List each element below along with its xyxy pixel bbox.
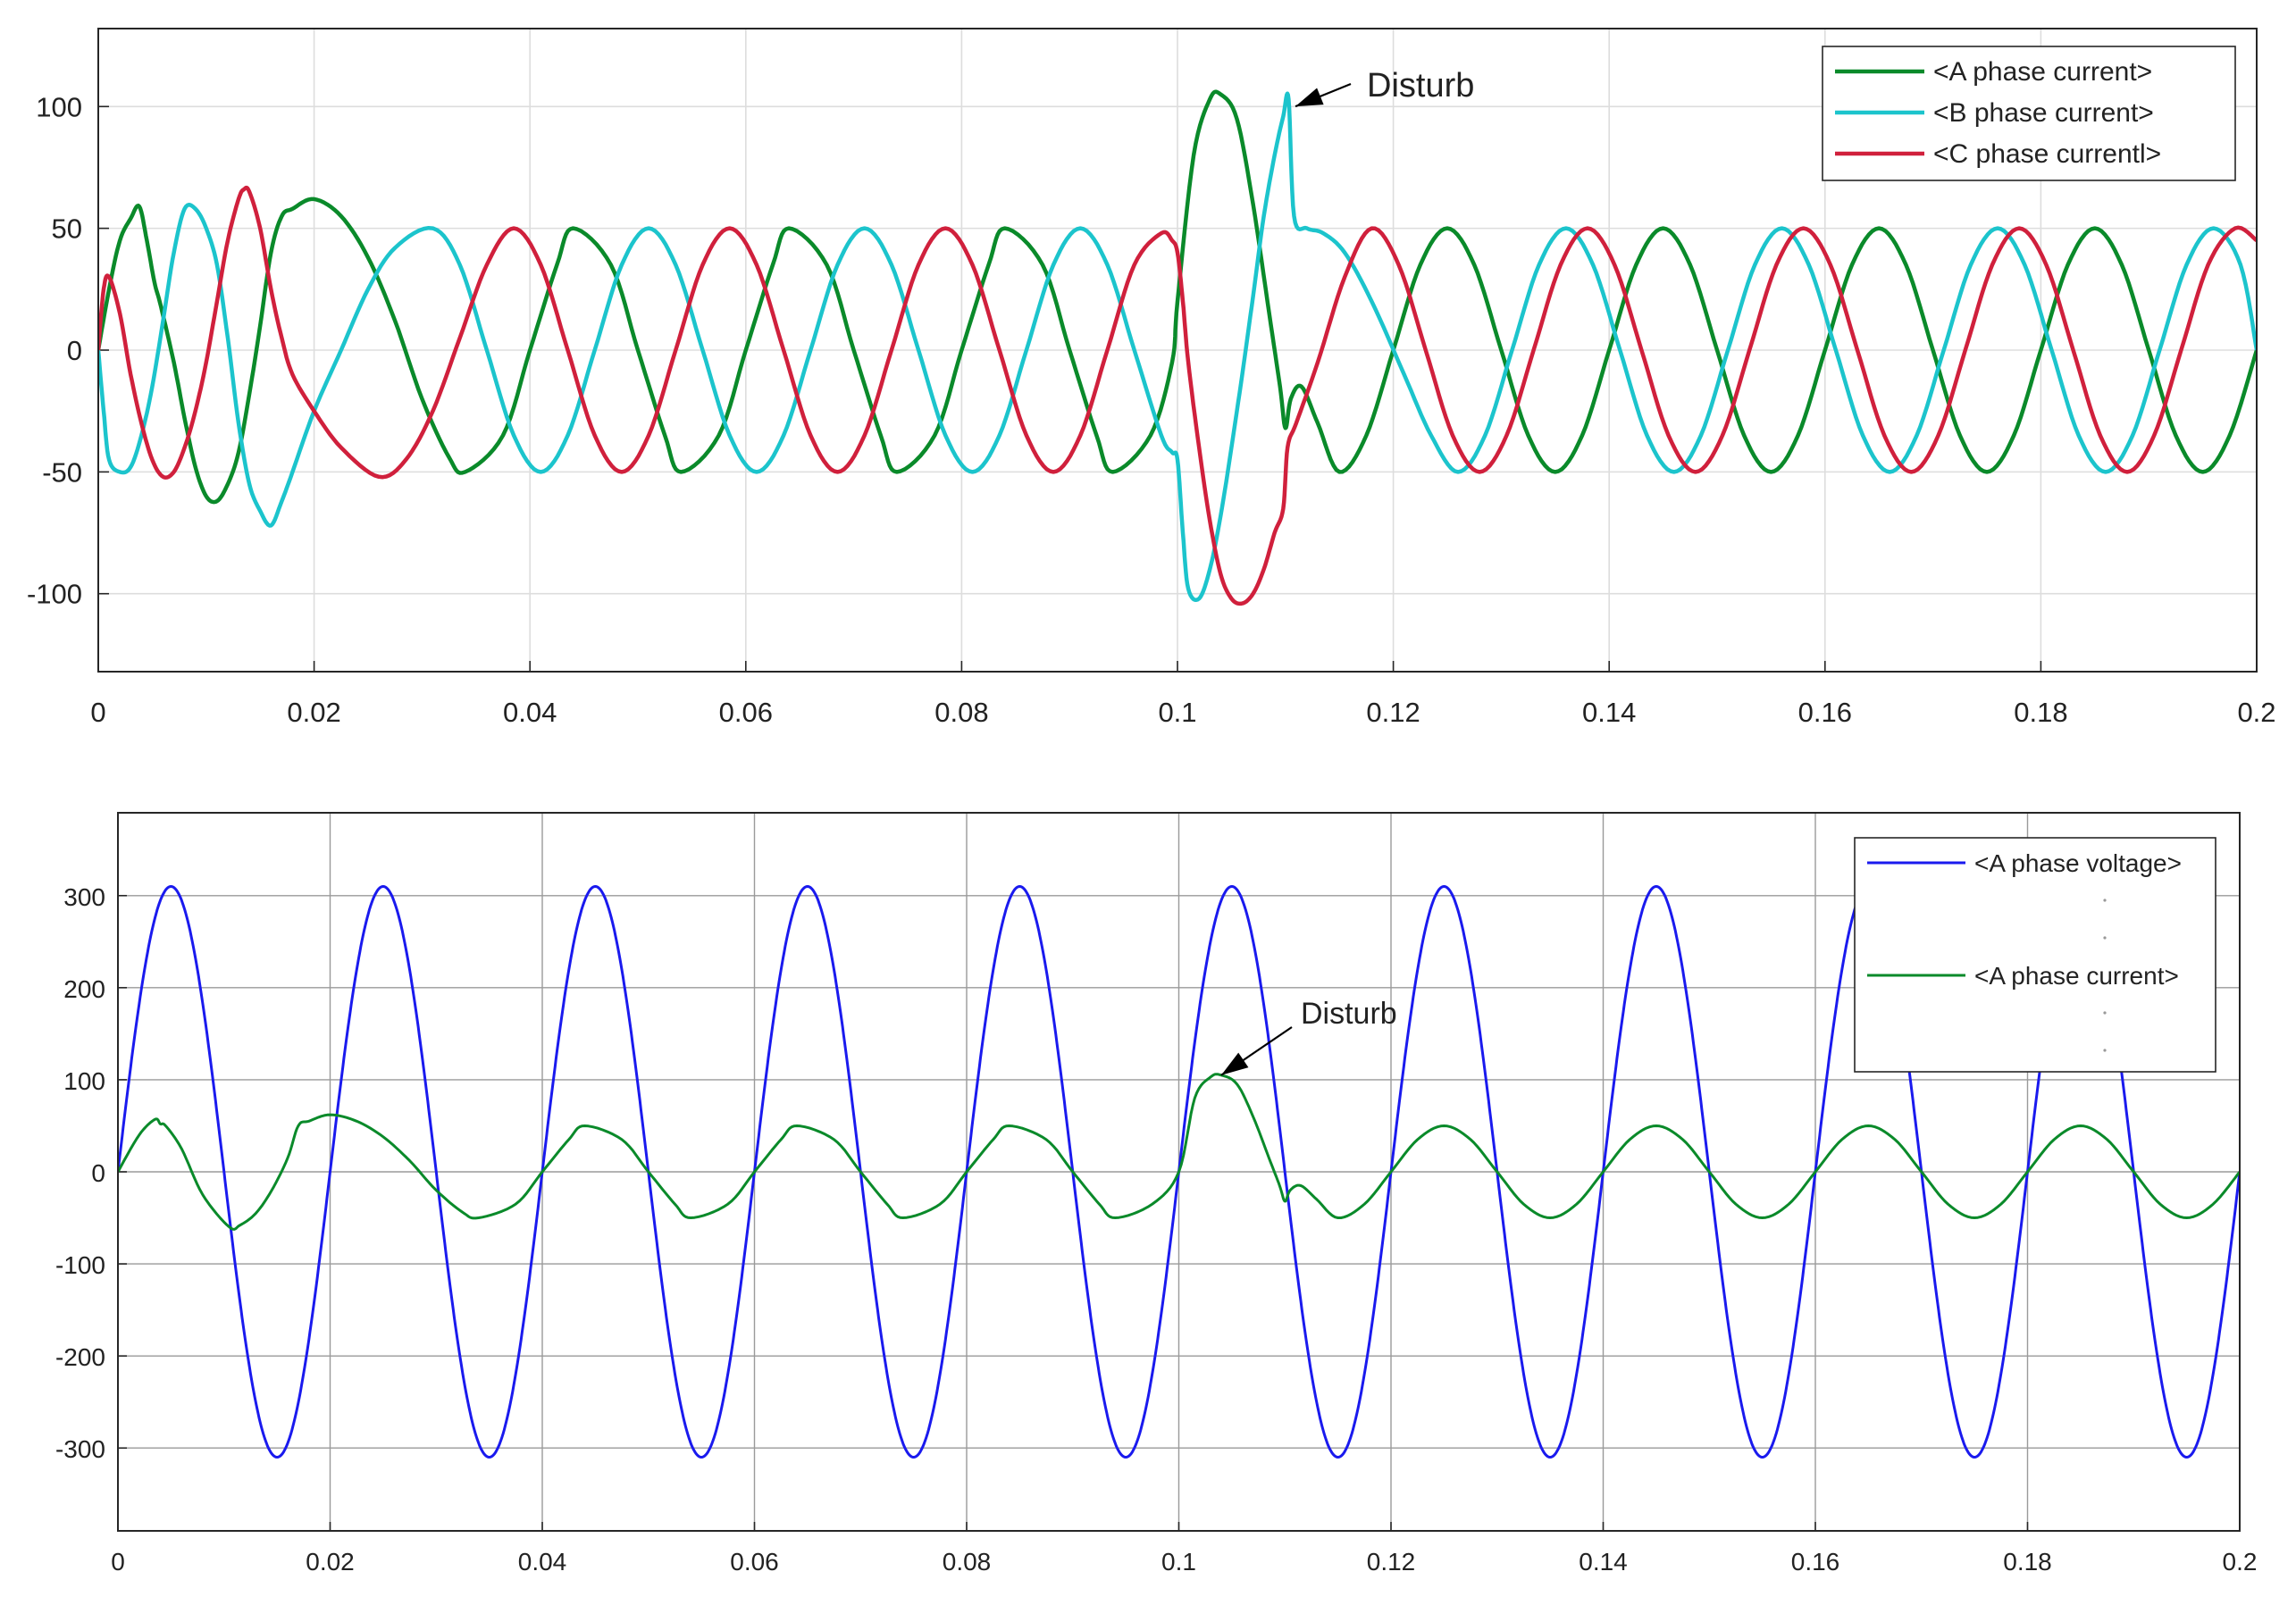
x-tick-label: 0.16 [1791,1548,1840,1576]
series-line-a-phase-current [118,1073,2240,1231]
y-tick-label: 100 [36,91,82,122]
legend-dot [2103,1049,2107,1052]
legend-label: <A phase current> [1974,962,2179,990]
legend-label: <A phase current> [1933,57,2152,87]
series-line-a-phase-current [98,89,2257,505]
y-tick-label: 50 [52,213,82,245]
legend-label: <A phase voltage> [1974,849,2182,877]
y-tick-label: 0 [67,335,82,366]
x-tick-label: 0.2 [2223,1548,2258,1576]
series-line-c-phase-currentl [98,185,2257,606]
legend-dot [2103,936,2107,940]
x-tick-label: 0.02 [306,1548,355,1576]
x-tick-label: 0 [111,1548,125,1576]
x-tick-label: 0.08 [943,1548,992,1576]
series-line-b-phase-current [98,91,2257,602]
axes-frame [97,28,2258,673]
x-tick-label: 0.02 [287,697,340,728]
y-tick-label: -300 [55,1435,105,1463]
y-tick-label: -100 [27,579,82,610]
legend-dot [2103,899,2107,902]
y-tick-label: -50 [42,456,82,488]
voltage-current-chart: 0 0.02 0.04 0.06 0.08 0.1 0.12 0.14 0.16 0.18 0.2 3… [55,812,2258,1576]
series-group [98,89,2257,606]
x-tick-label: 0.14 [1579,1548,1628,1576]
axes-frame [117,812,2241,1532]
annotation-arrow-head [1295,88,1324,107]
legend-label: <C phase currentl> [1933,139,2161,169]
legend-dot [2103,1011,2107,1015]
legend-box [1854,837,2216,1073]
current-chart: 0 0.02 0.04 0.06 0.08 0.1 0.12 0.14 0.16 0.18 0.2 1… [27,28,2276,728]
x-tick-label: 0.12 [1366,697,1420,728]
y-tick-label: -200 [55,1343,105,1371]
x-tick-label: 0.18 [2014,697,2067,728]
x-tick-label: 0.18 [2003,1548,2052,1576]
annotation-label: Disturb [1301,997,1397,1031]
x-tick-label: 0 [90,697,105,728]
annotation-label: Disturb [1367,67,1474,104]
y-tick-label: 300 [63,883,105,911]
y-tick-label: 100 [63,1067,105,1095]
x-tick-label: 0.06 [719,697,773,728]
legend-label: <B phase current> [1933,98,2154,128]
annotation-arrow-head [1221,1052,1249,1075]
x-tick-label: 0.06 [730,1548,779,1576]
x-tick-label: 0.04 [518,1548,567,1576]
x-tick-label: 0.12 [1367,1548,1416,1576]
x-tick-label: 0.2 [2237,697,2275,728]
x-tick-label: 0.1 [1161,1548,1196,1576]
y-tick-label: 200 [63,975,105,1003]
x-tick-label: 0.14 [1582,697,1636,728]
y-tick-label: 0 [91,1159,105,1187]
y-tick-label: -100 [55,1251,105,1279]
x-tick-label: 0.1 [1158,697,1196,728]
x-tick-label: 0.08 [934,697,988,728]
x-tick-label: 0.04 [503,697,557,728]
x-tick-label: 0.16 [1798,697,1852,728]
